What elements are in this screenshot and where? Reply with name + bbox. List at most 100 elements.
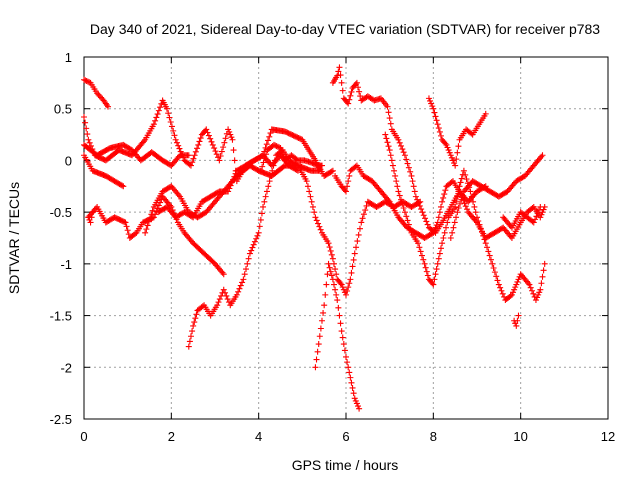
y-tick-label: -1.5 bbox=[50, 309, 72, 324]
data-point bbox=[363, 202, 370, 209]
data-point bbox=[356, 88, 363, 95]
data-points bbox=[81, 64, 548, 412]
data-point bbox=[436, 250, 443, 257]
data-point bbox=[254, 232, 261, 239]
data-point bbox=[215, 154, 222, 161]
data-point bbox=[539, 209, 546, 216]
data-point bbox=[494, 277, 501, 284]
data-point bbox=[225, 188, 232, 195]
data-point bbox=[401, 209, 408, 216]
data-point bbox=[482, 110, 489, 117]
data-point bbox=[330, 281, 337, 288]
data-point bbox=[444, 219, 451, 226]
data-point bbox=[328, 251, 335, 258]
data-point bbox=[385, 109, 392, 116]
data-point bbox=[395, 188, 402, 195]
data-point bbox=[512, 284, 519, 291]
data-point bbox=[123, 223, 130, 230]
data-point bbox=[273, 143, 280, 150]
data-point bbox=[532, 297, 539, 304]
data-point bbox=[218, 292, 225, 299]
data-point bbox=[343, 188, 349, 195]
data-point bbox=[274, 143, 281, 150]
data-point bbox=[538, 280, 545, 287]
data-point bbox=[87, 219, 94, 226]
data-point bbox=[192, 315, 199, 322]
data-point bbox=[95, 91, 102, 98]
data-point bbox=[440, 194, 447, 201]
data-point bbox=[350, 390, 357, 397]
data-point bbox=[453, 198, 460, 205]
data-point bbox=[345, 178, 352, 185]
data-point bbox=[84, 78, 91, 85]
data-point bbox=[445, 147, 452, 154]
data-point bbox=[514, 278, 521, 285]
data-point bbox=[489, 260, 496, 267]
data-point bbox=[539, 273, 546, 280]
data-point bbox=[383, 135, 390, 142]
data-point bbox=[345, 100, 352, 107]
data-point bbox=[86, 139, 93, 146]
y-tick-label: 0 bbox=[65, 153, 72, 168]
data-point bbox=[330, 260, 337, 267]
data-point bbox=[142, 229, 149, 236]
data-point bbox=[527, 284, 534, 291]
data-point bbox=[89, 209, 96, 216]
data-point bbox=[173, 139, 180, 146]
data-point bbox=[199, 303, 206, 310]
data-point bbox=[429, 280, 436, 287]
data-point bbox=[454, 193, 461, 200]
data-point bbox=[463, 176, 470, 183]
data-point bbox=[82, 77, 89, 84]
data-point bbox=[270, 141, 277, 148]
data-point bbox=[220, 271, 227, 278]
data-point bbox=[228, 134, 235, 141]
data-point bbox=[309, 160, 316, 167]
data-point bbox=[382, 131, 389, 138]
data-point bbox=[322, 291, 329, 298]
data-point bbox=[350, 256, 357, 263]
data-point bbox=[457, 179, 464, 186]
data-point bbox=[408, 172, 415, 179]
data-point bbox=[192, 148, 199, 155]
data-point bbox=[433, 117, 440, 124]
data-point bbox=[341, 347, 348, 354]
series-track-14 bbox=[425, 95, 489, 169]
data-point bbox=[434, 219, 441, 226]
data-point bbox=[226, 185, 233, 192]
data-point bbox=[425, 95, 432, 102]
data-point bbox=[440, 235, 447, 241]
data-point bbox=[541, 260, 548, 267]
data-point bbox=[490, 264, 497, 271]
data-point bbox=[145, 218, 152, 225]
data-point bbox=[214, 302, 221, 309]
data-point bbox=[343, 291, 349, 298]
data-point bbox=[453, 156, 460, 163]
data-point bbox=[394, 183, 401, 190]
y-axis-ticks: 1 0.5 0 -0.5 -1 -1.5 -2 -2.5 bbox=[50, 50, 608, 427]
data-point bbox=[510, 289, 517, 296]
data-point bbox=[312, 214, 319, 221]
data-point bbox=[157, 104, 164, 111]
data-point bbox=[337, 320, 344, 327]
data-point bbox=[447, 235, 454, 241]
data-point bbox=[271, 157, 278, 164]
data-point bbox=[529, 287, 536, 294]
data-point bbox=[415, 199, 422, 206]
data-point bbox=[388, 157, 395, 164]
data-point bbox=[387, 152, 394, 159]
data-point bbox=[447, 152, 454, 159]
data-point bbox=[236, 285, 243, 292]
data-point bbox=[153, 114, 160, 121]
data-point bbox=[356, 225, 363, 232]
data-point bbox=[340, 341, 347, 348]
data-point bbox=[339, 334, 346, 341]
data-point bbox=[429, 230, 436, 237]
data-point bbox=[230, 176, 237, 183]
data-point bbox=[208, 138, 215, 145]
series-track-18 bbox=[85, 209, 96, 226]
data-point bbox=[167, 119, 174, 126]
data-point bbox=[265, 183, 272, 190]
data-point bbox=[332, 286, 339, 293]
data-point bbox=[165, 110, 172, 117]
